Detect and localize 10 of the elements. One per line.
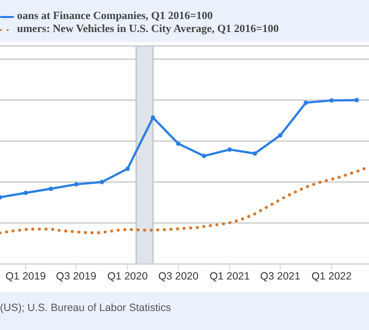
legend-label: oans at Finance Companies, Q1 2016=100 (17, 10, 213, 23)
x-tick-label: Q3 2019 (56, 270, 96, 282)
x-tick-label: Q3 2020 (158, 270, 199, 282)
x-tick-label: Q1 2019 (6, 270, 46, 282)
x-tick-label: Q1 2021 (210, 270, 250, 282)
x-tick-label: Q1 2020 (107, 270, 148, 282)
x-tick-label: Q3 2021 (260, 270, 301, 282)
x-tick-label: Q1 2022 (311, 270, 352, 282)
legend-label: umers: New Vehicles in U.S. City Average, Q1 2016=100 (17, 23, 279, 36)
text: (US); U.S. Bureau of Labor Statistics (0, 302, 171, 314)
